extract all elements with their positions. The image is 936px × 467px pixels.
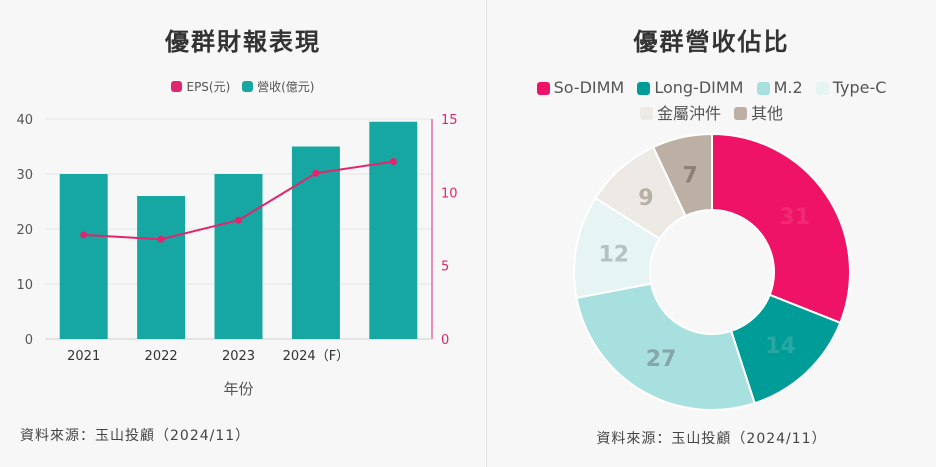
eps-point bbox=[235, 216, 242, 224]
y-tick-label: 40 bbox=[16, 113, 33, 128]
legend-swatch bbox=[756, 81, 770, 95]
legend-label: EPS(元) bbox=[186, 80, 231, 94]
y2-tick-label: 10 bbox=[441, 186, 458, 201]
legend-item-long-dimm[interactable]: Long-DIMM bbox=[637, 76, 743, 100]
legend-swatch bbox=[639, 107, 653, 120]
legend-label: Type-C bbox=[832, 78, 887, 97]
bar bbox=[214, 174, 263, 339]
eps-point bbox=[389, 158, 397, 166]
x-axis-title: 年份 bbox=[223, 380, 253, 398]
legend-swatch bbox=[637, 81, 651, 95]
donut-slice bbox=[651, 132, 713, 218]
bar bbox=[59, 174, 108, 339]
chart-legend: EPS(元) 營收(億元) bbox=[0, 78, 486, 95]
chart-title: 優群營收佔比 bbox=[633, 28, 790, 56]
legend-label: M.2 bbox=[773, 78, 803, 97]
x-tick-label: 2022 bbox=[145, 349, 178, 364]
legend-swatch bbox=[536, 81, 550, 95]
source-note: 資料來源：玉山投顧（2024/11） bbox=[20, 428, 251, 444]
legend-item-other[interactable]: 其他 bbox=[734, 102, 783, 126]
legend-swatch bbox=[734, 107, 748, 120]
y-tick-label: 10 bbox=[16, 278, 33, 293]
x-tick-label: 2021 bbox=[67, 349, 100, 364]
legend-swatch bbox=[815, 81, 829, 95]
legend-swatch bbox=[171, 81, 183, 92]
legend-item-type-c[interactable]: Type-C bbox=[815, 76, 887, 100]
slice-value-label: 31 bbox=[779, 205, 810, 230]
y2-tick-label: 15 bbox=[441, 113, 458, 128]
legend-label: 金屬沖件 bbox=[656, 103, 721, 123]
legend-label: 其他 bbox=[751, 103, 784, 123]
slice-value-label: 14 bbox=[765, 334, 796, 359]
y2-tick-label: 0 bbox=[441, 333, 449, 348]
y-tick-label: 20 bbox=[16, 223, 33, 238]
slice-value-label: 9 bbox=[638, 186, 653, 211]
legend-swatch bbox=[242, 81, 254, 92]
source-note: 資料來源：玉山投顧（2024/11） bbox=[596, 431, 827, 447]
bar bbox=[137, 196, 186, 339]
chart-title: 優群財報表現 bbox=[165, 28, 321, 56]
slice-value-label: 27 bbox=[646, 347, 677, 372]
y-tick-label: 0 bbox=[25, 333, 33, 348]
donut-chart: 31 14 27 12 9 7 bbox=[573, 132, 851, 411]
slice-value-label: 7 bbox=[683, 163, 698, 188]
bar bbox=[369, 121, 418, 339]
legend-label: So-DIMM bbox=[553, 78, 625, 97]
y-tick-label: 30 bbox=[16, 168, 33, 183]
legend-label: 營收(億元) bbox=[257, 80, 315, 94]
legend-item-so-dimm[interactable]: So-DIMM bbox=[536, 76, 625, 100]
chart-legend: So-DIMM Long-DIMM M.2 Type-C 金屬沖件 其他 bbox=[497, 76, 926, 127]
slice-value-label: 12 bbox=[598, 242, 629, 267]
left-chart-panel: 優群財報表現 EPS(元) 營收(億元) 0 10 20 30 40 0 5 10 15 2021… bbox=[0, 28, 486, 444]
donut-slice bbox=[711, 132, 851, 325]
legend-item-eps[interactable]: EPS(元) bbox=[171, 78, 230, 95]
legend-label: Long-DIMM bbox=[654, 78, 744, 97]
panel-divider bbox=[486, 0, 487, 467]
y2-tick-label: 5 bbox=[441, 260, 449, 275]
legend-item-revenue[interactable]: 營收(億元) bbox=[242, 78, 315, 95]
eps-point bbox=[157, 235, 165, 243]
eps-point bbox=[80, 231, 88, 239]
legend-item-m2[interactable]: M.2 bbox=[756, 76, 803, 100]
donut-slice bbox=[575, 282, 756, 411]
legend-item-metal-stamping[interactable]: 金屬沖件 bbox=[639, 102, 721, 126]
x-tick-label: 2024（F） bbox=[283, 349, 350, 364]
x-tick-label: 2023 bbox=[222, 349, 255, 364]
right-chart-panel: 優群營收佔比 So-DIMM Long-DIMM M.2 Type-C 金屬沖件… bbox=[487, 0, 936, 467]
eps-point bbox=[312, 169, 320, 177]
bar bbox=[291, 146, 340, 339]
combo-bar-line-chart: 0 10 20 30 40 0 5 10 15 2021 2022 2023 2024（F） 年份 bbox=[16, 113, 458, 398]
